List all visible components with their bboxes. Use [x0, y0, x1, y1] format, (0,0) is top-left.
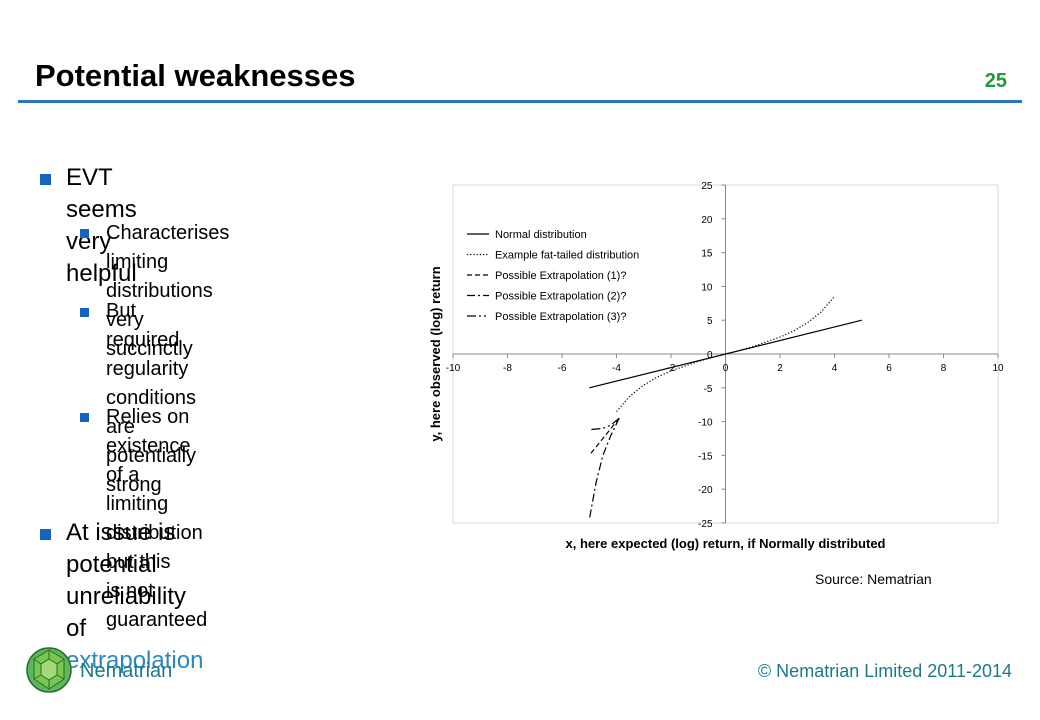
y-tick-label: 0: [707, 350, 713, 361]
series-line: [589, 319, 862, 389]
x-tick-label: -2: [667, 363, 676, 374]
y-tick-label: 15: [701, 249, 713, 260]
source-note: Source: Nematrian: [815, 571, 932, 587]
y-tick-label: 10: [701, 282, 713, 293]
legend-label: Normal distribution: [495, 229, 587, 241]
bullet-text: EVT seems very helpful: [66, 164, 137, 287]
bullet-line: At issue is potential: [66, 519, 176, 578]
y-tick-label: 20: [701, 215, 713, 226]
sub-bullet-line: strong: [106, 474, 162, 496]
y-axis-title: y, here observed (log) return: [428, 266, 443, 441]
legend-label: Possible Extrapolation (1)?: [495, 270, 626, 282]
x-tick-label: -8: [503, 363, 512, 374]
footer-brand: Nematrian: [80, 660, 173, 682]
y-tick-label: -15: [698, 451, 713, 462]
extrapolation-chart: -10 -8 -6 -4 -2 0 2 4 6 8 102520151050-5-10-15-20-…: [428, 181, 1004, 551]
x-tick-label: 10: [992, 363, 1004, 374]
x-tick-label: 2: [777, 363, 783, 374]
y-tick-label: -5: [704, 384, 713, 395]
y-tick-label: -10: [698, 418, 713, 429]
legend-label: Possible Extrapolation (3)?: [495, 311, 626, 323]
x-tick-label: 0: [723, 363, 729, 374]
series-line: [588, 417, 620, 520]
sub-bullet-line: is not guaranteed: [106, 580, 208, 631]
bullet-marker: [40, 529, 51, 540]
sub-bullet-text: Relies on existence of a limiting distri…: [106, 403, 207, 635]
y-tick-label: -20: [698, 485, 713, 496]
sub-bullet-text: But required regularity conditions are p…: [106, 297, 196, 500]
x-tick-label: 4: [832, 363, 838, 374]
slide-number: 25: [984, 70, 1007, 92]
legend-label: Example fat-tailed distribution: [495, 250, 639, 262]
sub-bullet-text: Characterises limiting distributions ver…: [106, 219, 229, 364]
extrapolation-link[interactable]: extrapolation: [66, 647, 204, 674]
footer-copyright: © Nematrian Limited 2011-2014: [757, 661, 1012, 681]
sub-bullet-line: distributions very succinctly: [106, 280, 213, 360]
series-line: [588, 417, 620, 456]
sub-bullet-line: conditions are potentially: [106, 387, 197, 467]
x-tick-label: 8: [941, 363, 947, 374]
slide-title: Potential weaknesses: [35, 58, 356, 93]
sub-bullet-line: Characterises limiting: [106, 222, 230, 273]
bullet-line-prefix: unreliability of: [66, 583, 187, 642]
sub-bullet-line: But required regularity: [106, 300, 189, 380]
series-line: [616, 296, 835, 412]
bullet-marker: [40, 174, 51, 185]
sub-bullet-line: limiting distribution but this: [106, 493, 203, 573]
bullet-line: unreliability of extrapolation: [66, 581, 203, 677]
nematrian-logo-icon: [24, 645, 74, 695]
x-axis-title: x, here expected (log) return, if Normal…: [565, 536, 885, 551]
x-tick-label: -6: [558, 363, 567, 374]
y-tick-label: 5: [707, 316, 713, 327]
x-tick-label: 6: [886, 363, 892, 374]
chart-container: -10 -8 -6 -4 -2 0 2 4 6 8 10 25 20 15 10 5 0 -5 -10 -15 -20-…: [425, 180, 1005, 560]
sub-bullet-marker: [80, 413, 89, 422]
x-tick-label: -10: [446, 363, 461, 374]
bullet-text: At issue is potential unreliability of e…: [66, 517, 203, 677]
x-tick-label: -4: [612, 363, 621, 374]
sub-bullet-marker: [80, 308, 89, 317]
sub-bullet-line: Relies on existence of a: [106, 406, 191, 486]
legend-label: Possible Extrapolation (2)?: [495, 291, 626, 303]
sub-bullet-marker: [80, 229, 89, 238]
y-tick-label: 25: [701, 181, 713, 192]
title-divider: [18, 100, 1022, 103]
series-line: [589, 417, 620, 431]
y-tick-label: -25: [698, 519, 713, 530]
